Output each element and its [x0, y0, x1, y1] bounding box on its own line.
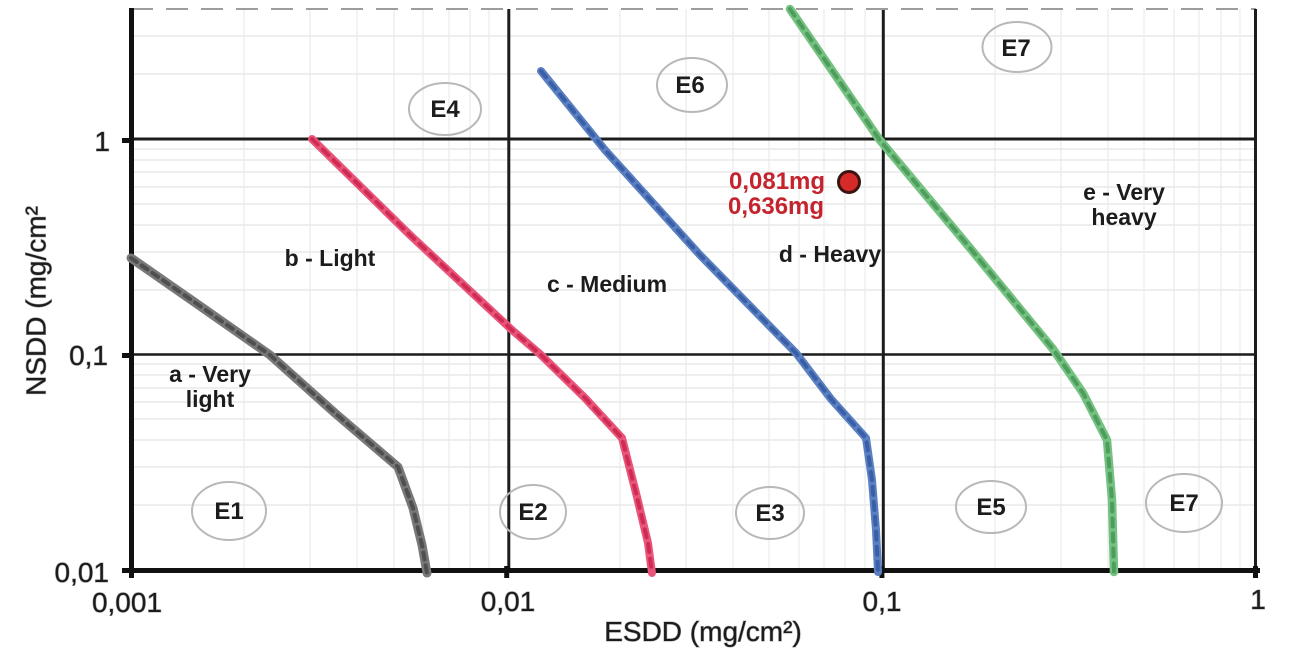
svg-text:d - Heavy: d - Heavy	[779, 241, 881, 267]
svg-text:0,081mg: 0,081mg	[729, 168, 825, 195]
svg-text:E7: E7	[1001, 35, 1030, 62]
svg-text:E5: E5	[976, 494, 1005, 521]
svg-text:NSDD (mg/cm²: NSDD (mg/cm²	[21, 206, 52, 396]
svg-text:1: 1	[94, 126, 110, 157]
svg-text:0,1: 0,1	[69, 340, 108, 371]
svg-text:heavy: heavy	[1091, 204, 1156, 230]
svg-text:E1: E1	[214, 498, 243, 525]
svg-text:0,001: 0,001	[92, 587, 162, 618]
svg-text:c - Medium: c - Medium	[547, 271, 667, 297]
svg-text:ESDD (mg/cm²): ESDD (mg/cm²)	[604, 616, 802, 647]
svg-text:light: light	[186, 386, 235, 412]
svg-text:0,01: 0,01	[481, 586, 536, 617]
svg-text:E6: E6	[675, 72, 704, 99]
svg-text:a - Very: a - Very	[169, 361, 251, 387]
svg-text:E3: E3	[755, 500, 784, 527]
svg-text:0,636mg: 0,636mg	[728, 193, 824, 220]
svg-text:e - Very: e - Very	[1083, 179, 1165, 205]
svg-text:E4: E4	[430, 96, 460, 123]
svg-text:1: 1	[1250, 584, 1266, 615]
svg-text:E7: E7	[1169, 490, 1198, 517]
svg-text:E2: E2	[518, 499, 547, 526]
svg-text:0,01: 0,01	[55, 557, 110, 588]
svg-text:0,1: 0,1	[863, 586, 902, 617]
svg-text:b - Light: b - Light	[285, 245, 376, 271]
